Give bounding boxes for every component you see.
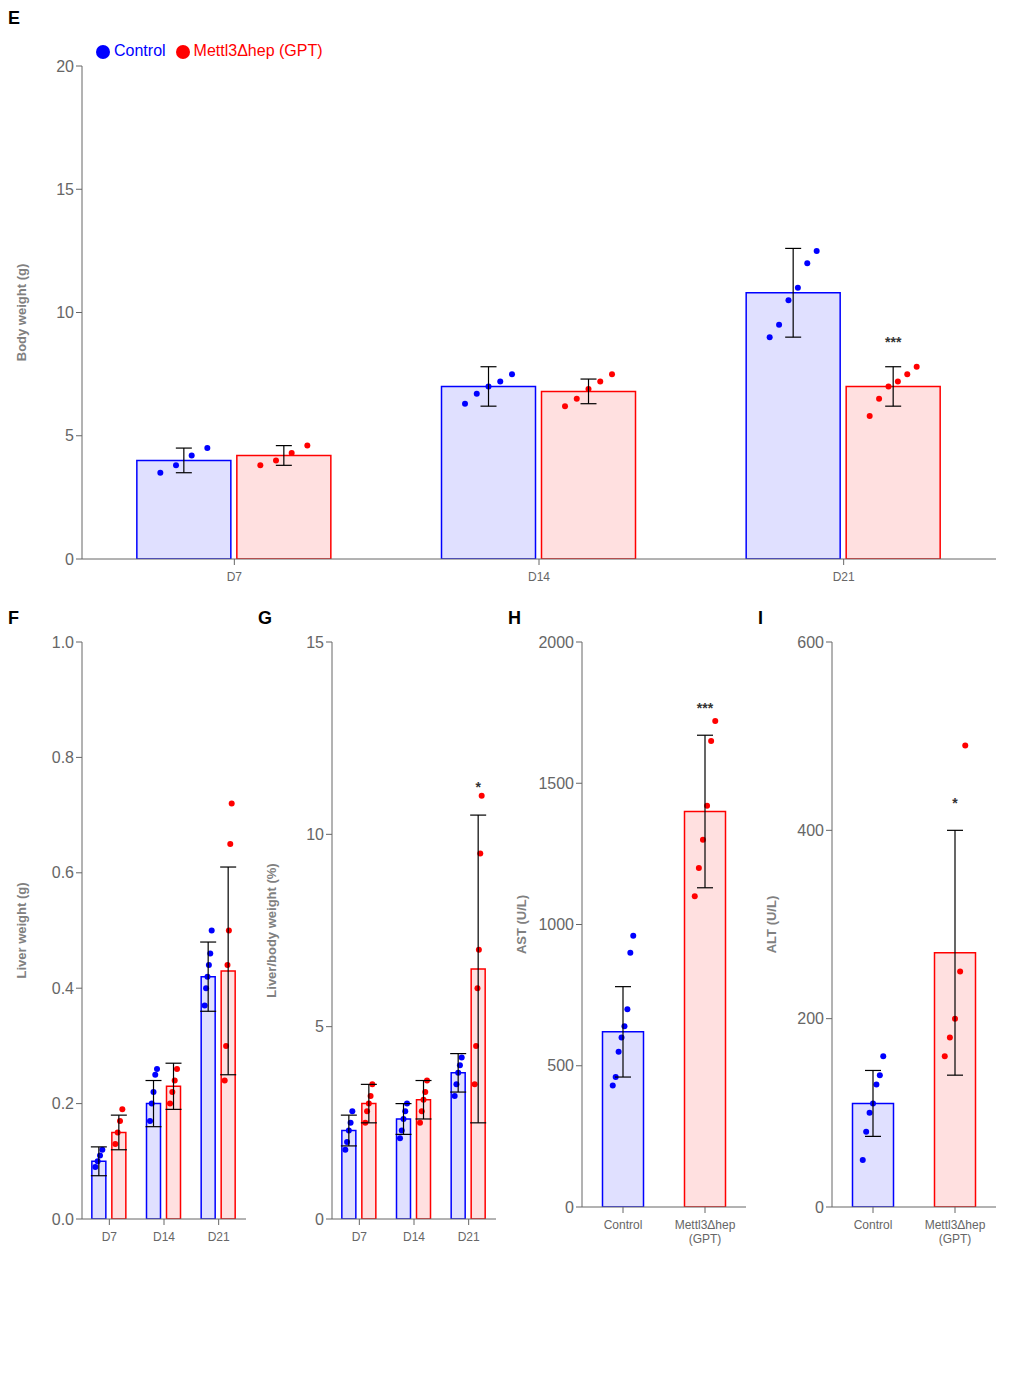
svg-text:15: 15 bbox=[306, 634, 324, 651]
svg-text:D21: D21 bbox=[458, 1230, 480, 1244]
svg-text:0: 0 bbox=[565, 1199, 574, 1216]
svg-text:1.0: 1.0 bbox=[52, 634, 74, 651]
svg-text:15: 15 bbox=[56, 181, 74, 198]
html-text:F: F bbox=[8, 608, 19, 628]
svg-text:Control: Control bbox=[604, 1218, 643, 1232]
html-text:E: E bbox=[8, 8, 20, 28]
svg-text:Control: Control bbox=[854, 1218, 893, 1232]
svg-text:20: 20 bbox=[56, 58, 74, 75]
svg-text:Body weight (g): Body weight (g) bbox=[14, 264, 29, 362]
svg-text:5: 5 bbox=[315, 1018, 324, 1035]
html-text:Mettl3Δhep (GPT): Mettl3Δhep (GPT) bbox=[193, 42, 323, 59]
svg-text:D7: D7 bbox=[102, 1230, 118, 1244]
svg-text:0.4: 0.4 bbox=[52, 980, 74, 997]
svg-text:Mettl3Δhep(GPT): Mettl3Δhep(GPT) bbox=[675, 1218, 736, 1246]
svg-text:*: * bbox=[952, 795, 958, 811]
svg-text:1500: 1500 bbox=[538, 775, 574, 792]
svg-text:500: 500 bbox=[547, 1057, 574, 1074]
svg-text:D7: D7 bbox=[227, 570, 243, 584]
svg-text:***: *** bbox=[885, 334, 902, 350]
svg-text:Liver/body weight (%): Liver/body weight (%) bbox=[264, 863, 279, 997]
svg-text:600: 600 bbox=[797, 634, 824, 651]
svg-text:0.2: 0.2 bbox=[52, 1095, 74, 1112]
svg-text:D7: D7 bbox=[352, 1230, 368, 1244]
svg-text:10: 10 bbox=[306, 826, 324, 843]
svg-text:5: 5 bbox=[65, 427, 74, 444]
html-text:Control: Control bbox=[114, 42, 166, 59]
svg-text:200: 200 bbox=[797, 1010, 824, 1027]
svg-text:***: *** bbox=[697, 700, 714, 716]
svg-text:0.8: 0.8 bbox=[52, 749, 74, 766]
svg-text:1000: 1000 bbox=[538, 916, 574, 933]
html-text:G: G bbox=[258, 608, 272, 628]
svg-text:0: 0 bbox=[815, 1199, 824, 1216]
svg-text:0.6: 0.6 bbox=[52, 864, 74, 881]
svg-text:AST (U/L): AST (U/L) bbox=[514, 895, 529, 954]
svg-text:0: 0 bbox=[65, 551, 74, 568]
svg-text:D21: D21 bbox=[833, 570, 855, 584]
html-text:H: H bbox=[508, 608, 521, 628]
svg-text:Liver weight (g): Liver weight (g) bbox=[14, 882, 29, 978]
svg-text:D14: D14 bbox=[403, 1230, 425, 1244]
svg-text:ALT (U/L): ALT (U/L) bbox=[764, 896, 779, 954]
svg-text:0: 0 bbox=[315, 1211, 324, 1228]
svg-text:2000: 2000 bbox=[538, 634, 574, 651]
svg-text:0.0: 0.0 bbox=[52, 1211, 74, 1228]
svg-text:400: 400 bbox=[797, 822, 824, 839]
html-text:I: I bbox=[758, 608, 763, 628]
svg-text:Mettl3Δhep(GPT): Mettl3Δhep(GPT) bbox=[925, 1218, 986, 1246]
svg-text:D14: D14 bbox=[153, 1230, 175, 1244]
svg-text:10: 10 bbox=[56, 304, 74, 321]
svg-text:D14: D14 bbox=[528, 570, 550, 584]
svg-text:D21: D21 bbox=[208, 1230, 230, 1244]
svg-text:*: * bbox=[475, 779, 481, 795]
